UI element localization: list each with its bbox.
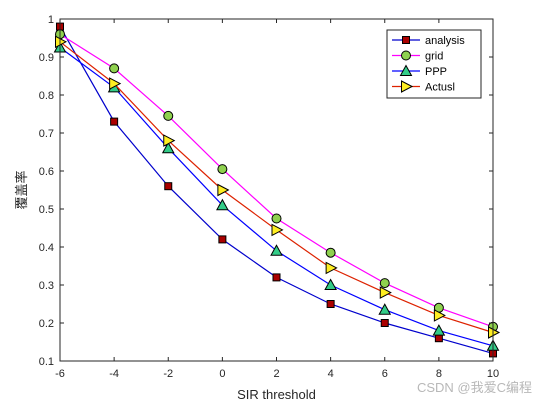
x-tick-label: 8 xyxy=(436,368,442,380)
legend-marker xyxy=(401,50,411,61)
data-point xyxy=(217,183,230,197)
legend-item: PPP xyxy=(392,64,447,78)
data-point xyxy=(434,334,443,343)
legend-item: Actusl xyxy=(392,80,455,94)
x-tick-label: 6 xyxy=(382,368,388,380)
watermark-text: CSDN @我爱C编程 xyxy=(417,380,532,395)
data-point xyxy=(325,247,336,258)
data-point xyxy=(216,198,229,211)
data-point xyxy=(55,35,68,49)
y-tick-label: 0.1 xyxy=(39,356,54,368)
data-point xyxy=(163,134,176,147)
data-point xyxy=(270,244,283,256)
data-point xyxy=(164,182,173,191)
x-tick-label: -6 xyxy=(55,368,65,380)
data-point xyxy=(271,223,284,237)
y-axis-label: 覆盖率 xyxy=(14,170,29,209)
data-point xyxy=(218,235,227,244)
x-axis-label: SIR threshold xyxy=(237,387,316,402)
legend-label: grid xyxy=(425,51,443,63)
y-tick-label: 0.4 xyxy=(39,242,54,254)
data-point xyxy=(109,77,122,90)
y-tick-label: 0.7 xyxy=(39,128,54,140)
x-tick-label: 10 xyxy=(487,368,499,380)
data-point xyxy=(379,278,390,289)
legend-label: analysis xyxy=(425,35,465,47)
data-point xyxy=(272,273,281,282)
y-tick-label: 0.5 xyxy=(39,204,54,216)
x-tick-label: -2 xyxy=(163,368,173,380)
legend-marker xyxy=(402,36,410,44)
legend-label: PPP xyxy=(425,66,447,78)
series-actusl xyxy=(55,35,501,339)
data-point xyxy=(325,261,338,275)
data-point xyxy=(488,326,501,339)
data-point xyxy=(163,110,174,121)
x-tick-label: -4 xyxy=(109,368,119,380)
y-tick-label: 1 xyxy=(48,14,54,26)
y-tick-label: 0.3 xyxy=(39,280,54,292)
data-point xyxy=(378,303,392,315)
data-point xyxy=(217,164,228,175)
legend-marker xyxy=(401,80,414,93)
y-tick-label: 0.2 xyxy=(39,318,54,330)
ticks-layer: -6 -4 -2 0 2 4 6 8 10 0.1 0.2 0.3 0.4 0.5 0.6 0.7 0.8 0.9… xyxy=(39,14,499,380)
data-point xyxy=(110,117,119,126)
data-point xyxy=(324,278,337,290)
data-point xyxy=(326,300,335,308)
y-tick-label: 0.9 xyxy=(39,52,54,64)
data-point xyxy=(432,324,446,336)
legend-label: Actusl xyxy=(425,82,455,94)
data-point xyxy=(109,63,120,74)
data-point xyxy=(380,319,389,327)
data-point xyxy=(433,309,446,322)
x-tick-label: 0 xyxy=(219,368,225,380)
data-point xyxy=(161,141,175,154)
legend-marker xyxy=(399,64,413,76)
x-tick-label: 2 xyxy=(273,368,279,380)
y-tick-label: 0.6 xyxy=(39,166,54,178)
legend-item: analysis xyxy=(392,35,465,47)
legend: analysis grid PPP Actusl xyxy=(386,29,482,99)
x-tick-label: 4 xyxy=(328,368,334,380)
y-tick-label: 0.8 xyxy=(39,90,54,102)
legend-item: grid xyxy=(392,50,443,63)
data-point xyxy=(271,213,282,224)
data-point xyxy=(379,286,392,299)
